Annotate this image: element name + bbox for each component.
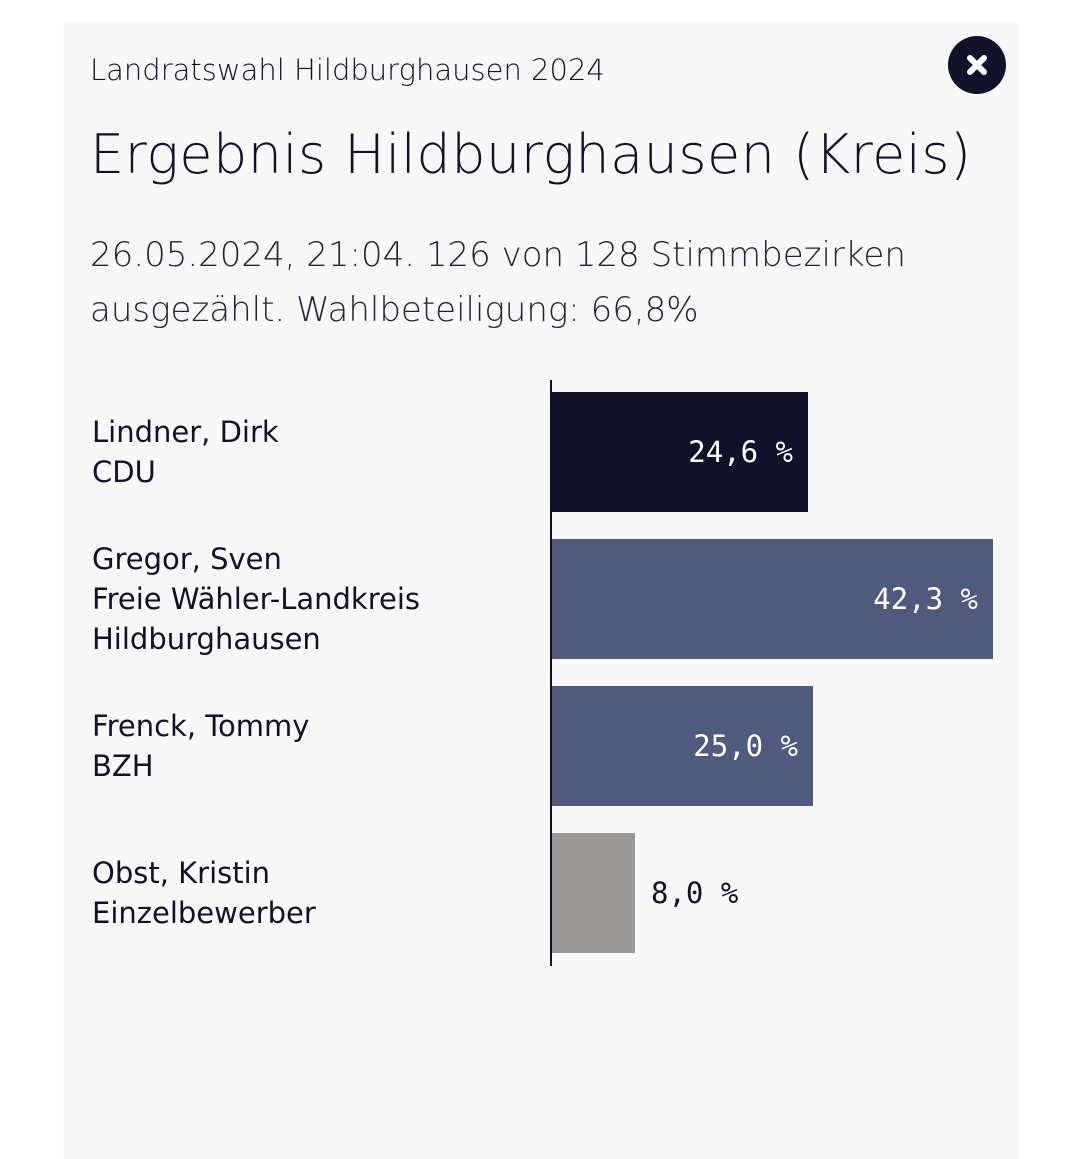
- data-label: 25,0 %: [693, 729, 798, 763]
- data-label: 24,6 %: [688, 435, 793, 469]
- candidate-party: BZH: [92, 749, 154, 783]
- status-text: 26.05.2024, 21:04. 126 von 128 Stimmbezi…: [90, 235, 906, 330]
- bar: [552, 392, 808, 512]
- candidate-label: Gregor, Sven Freie Wähler-Landkreis Hildbu…: [92, 539, 420, 659]
- data-label: 42,3 %: [873, 582, 978, 616]
- election-name: Landratswahl Hildburghausen 2024: [90, 53, 605, 87]
- candidate-name: Gregor, Sven: [92, 542, 282, 576]
- candidate-name: Frenck, Tommy: [92, 709, 310, 743]
- candidate-party: Einzelbewerber: [92, 896, 316, 930]
- bar: [552, 539, 993, 659]
- page-title: Ergebnis Hildburghausen (Kreis): [90, 123, 972, 186]
- candidate-label: Lindner, Dirk CDU: [92, 412, 279, 492]
- candidate-party: Freie Wähler-Landkreis: [92, 582, 421, 616]
- candidate-name: Obst, Kristin: [92, 856, 271, 890]
- candidate-label: Frenck, Tommy BZH: [92, 706, 309, 786]
- candidate-party: Hildburghausen: [92, 622, 321, 656]
- data-label: 8,0 %: [651, 876, 739, 910]
- chart-axis-line: [550, 380, 552, 966]
- bar: [552, 833, 635, 953]
- candidate-label: Obst, Kristin Einzelbewerber: [92, 853, 316, 933]
- candidate-party: CDU: [92, 455, 156, 489]
- candidate-name: Lindner, Dirk: [92, 415, 279, 449]
- bar: [552, 686, 813, 806]
- results-card: Landratswahl Hildburghausen 2024 Ergebni…: [63, 23, 1019, 1159]
- close-x-icon: [967, 55, 987, 75]
- close-button[interactable]: [948, 36, 1006, 94]
